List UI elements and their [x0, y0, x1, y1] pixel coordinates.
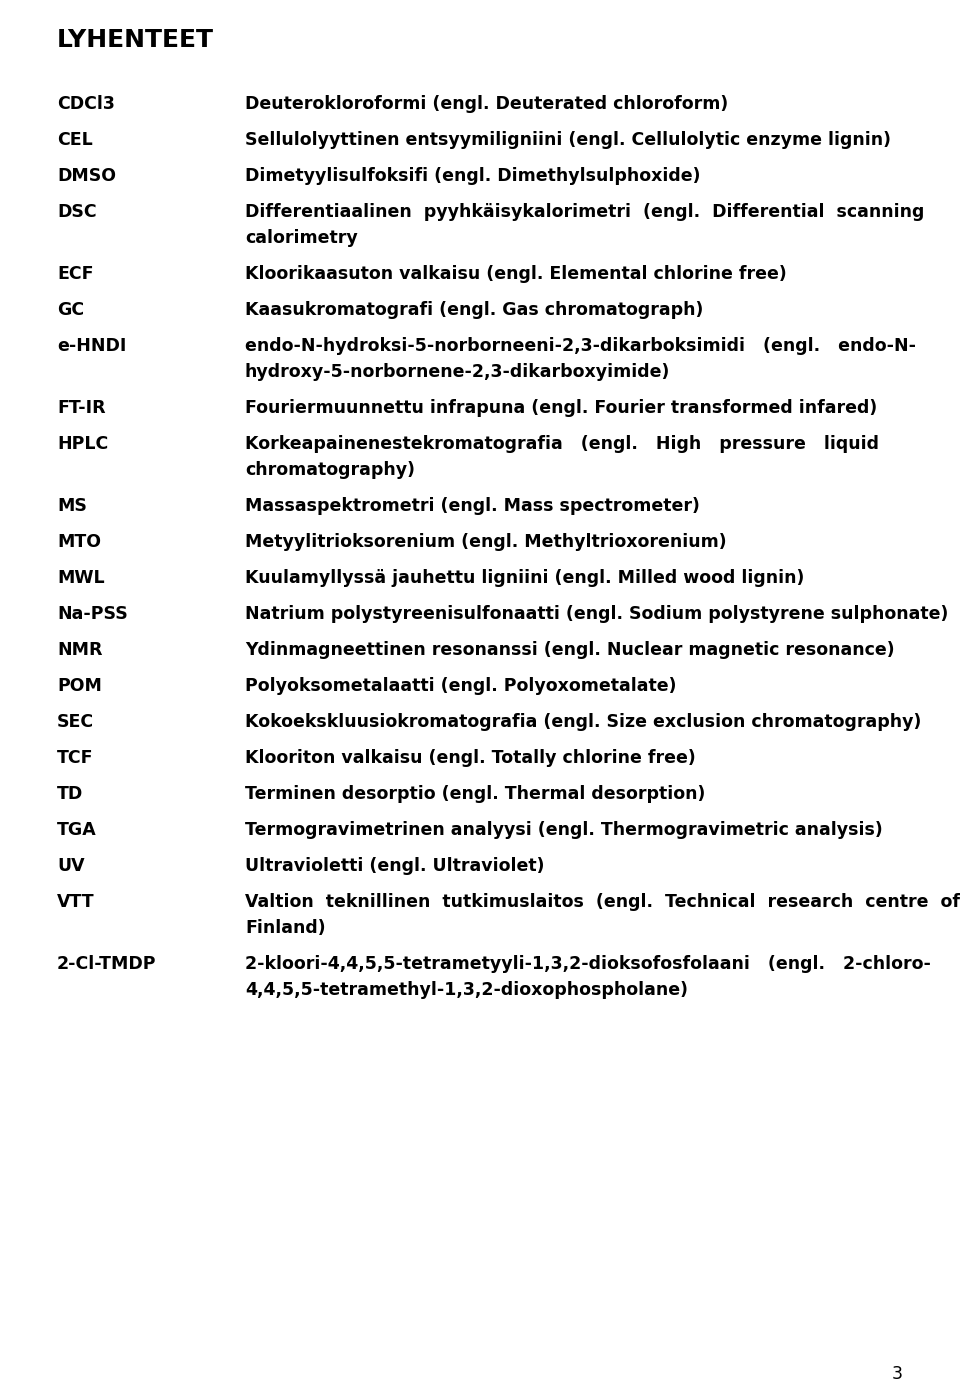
Text: CEL: CEL	[57, 131, 93, 149]
Text: Termogravimetrinen analyysi (engl. Thermogravimetric analysis): Termogravimetrinen analyysi (engl. Therm…	[245, 821, 883, 839]
Text: Dimetyylisulfoksifi (engl. Dimethylsulphoxide): Dimetyylisulfoksifi (engl. Dimethylsulph…	[245, 167, 701, 185]
Text: DMSO: DMSO	[57, 167, 116, 185]
Text: endo-N-hydroksi-5-norborneeni-2,3-dikarboksimidi   (engl.   endo-N-: endo-N-hydroksi-5-norborneeni-2,3-dikarb…	[245, 337, 916, 355]
Text: TGA: TGA	[57, 821, 97, 839]
Text: Valtion  teknillinen  tutkimuslaitos  (engl.  Technical  research  centre  of: Valtion teknillinen tutkimuslaitos (engl…	[245, 894, 960, 912]
Text: 4,4,5,5-tetramethyl-1,3,2-dioxophospholane): 4,4,5,5-tetramethyl-1,3,2-dioxophosphola…	[245, 981, 688, 999]
Text: TCF: TCF	[57, 749, 93, 767]
Text: 3: 3	[892, 1365, 903, 1383]
Text: calorimetry: calorimetry	[245, 229, 358, 247]
Text: SEC: SEC	[57, 712, 94, 730]
Text: Deuterokloroformi (engl. Deuterated chloroform): Deuterokloroformi (engl. Deuterated chlo…	[245, 95, 729, 113]
Text: FT-IR: FT-IR	[57, 399, 106, 417]
Text: 2-kloori-4,4,5,5-tetrametyyli-1,3,2-dioksofosfolaani   (engl.   2-chloro-: 2-kloori-4,4,5,5-tetrametyyli-1,3,2-diok…	[245, 955, 931, 973]
Text: UV: UV	[57, 857, 84, 875]
Text: CDCl3: CDCl3	[57, 95, 115, 113]
Text: 2-Cl-TMDP: 2-Cl-TMDP	[57, 955, 156, 973]
Text: Ydinmagneettinen resonanssi (engl. Nuclear magnetic resonance): Ydinmagneettinen resonanssi (engl. Nucle…	[245, 641, 895, 659]
Text: Natrium polystyreenisulfonaatti (engl. Sodium polystyrene sulphonate): Natrium polystyreenisulfonaatti (engl. S…	[245, 605, 948, 623]
Text: ECF: ECF	[57, 265, 93, 283]
Text: NMR: NMR	[57, 641, 103, 659]
Text: Kaasukromatografi (engl. Gas chromatograph): Kaasukromatografi (engl. Gas chromatogra…	[245, 301, 704, 319]
Text: Terminen desorptio (engl. Thermal desorption): Terminen desorptio (engl. Thermal desorp…	[245, 785, 706, 803]
Text: Sellulolyyttinen entsyymiligniini (engl. Cellulolytic enzyme lignin): Sellulolyyttinen entsyymiligniini (engl.…	[245, 131, 891, 149]
Text: Ultravioletti (engl. Ultraviolet): Ultravioletti (engl. Ultraviolet)	[245, 857, 544, 875]
Text: GC: GC	[57, 301, 84, 319]
Text: hydroxy-5-norbornene-2,3-dikarboxyimide): hydroxy-5-norbornene-2,3-dikarboxyimide)	[245, 362, 670, 381]
Text: MS: MS	[57, 498, 86, 514]
Text: Na-PSS: Na-PSS	[57, 605, 128, 623]
Text: Polyoksometalaatti (engl. Polyoxometalate): Polyoksometalaatti (engl. Polyoxometalat…	[245, 677, 677, 696]
Text: Fouriermuunnettu infrapuna (engl. Fourier transformed infared): Fouriermuunnettu infrapuna (engl. Fourie…	[245, 399, 877, 417]
Text: Kokoekskluusiokromatografia (engl. Size exclusion chromatography): Kokoekskluusiokromatografia (engl. Size …	[245, 712, 922, 730]
Text: Massaspektrometri (engl. Mass spectrometer): Massaspektrometri (engl. Mass spectromet…	[245, 498, 700, 514]
Text: Metyylitrioksorenium (engl. Methyltrioxorenium): Metyylitrioksorenium (engl. Methyltrioxo…	[245, 533, 727, 551]
Text: POM: POM	[57, 677, 102, 696]
Text: HPLC: HPLC	[57, 435, 108, 453]
Text: DSC: DSC	[57, 204, 97, 222]
Text: Kuulamyllyssä jauhettu ligniini (engl. Milled wood lignin): Kuulamyllyssä jauhettu ligniini (engl. M…	[245, 569, 804, 587]
Text: MTO: MTO	[57, 533, 101, 551]
Text: Kloorikaasuton valkaisu (engl. Elemental chlorine free): Kloorikaasuton valkaisu (engl. Elemental…	[245, 265, 787, 283]
Text: TD: TD	[57, 785, 84, 803]
Text: chromatography): chromatography)	[245, 461, 415, 480]
Text: Korkeapainenestekromatografia   (engl.   High   pressure   liquid: Korkeapainenestekromatografia (engl. Hig…	[245, 435, 879, 453]
Text: LYHENTEET: LYHENTEET	[57, 28, 214, 52]
Text: Klooriton valkaisu (engl. Totally chlorine free): Klooriton valkaisu (engl. Totally chlori…	[245, 749, 696, 767]
Text: MWL: MWL	[57, 569, 105, 587]
Text: Differentiaalinen  pyyhkäisykalorimetri  (engl.  Differential  scanning: Differentiaalinen pyyhkäisykalorimetri (…	[245, 204, 924, 222]
Text: Finland): Finland)	[245, 919, 325, 937]
Text: VTT: VTT	[57, 894, 95, 912]
Text: e-HNDI: e-HNDI	[57, 337, 127, 355]
